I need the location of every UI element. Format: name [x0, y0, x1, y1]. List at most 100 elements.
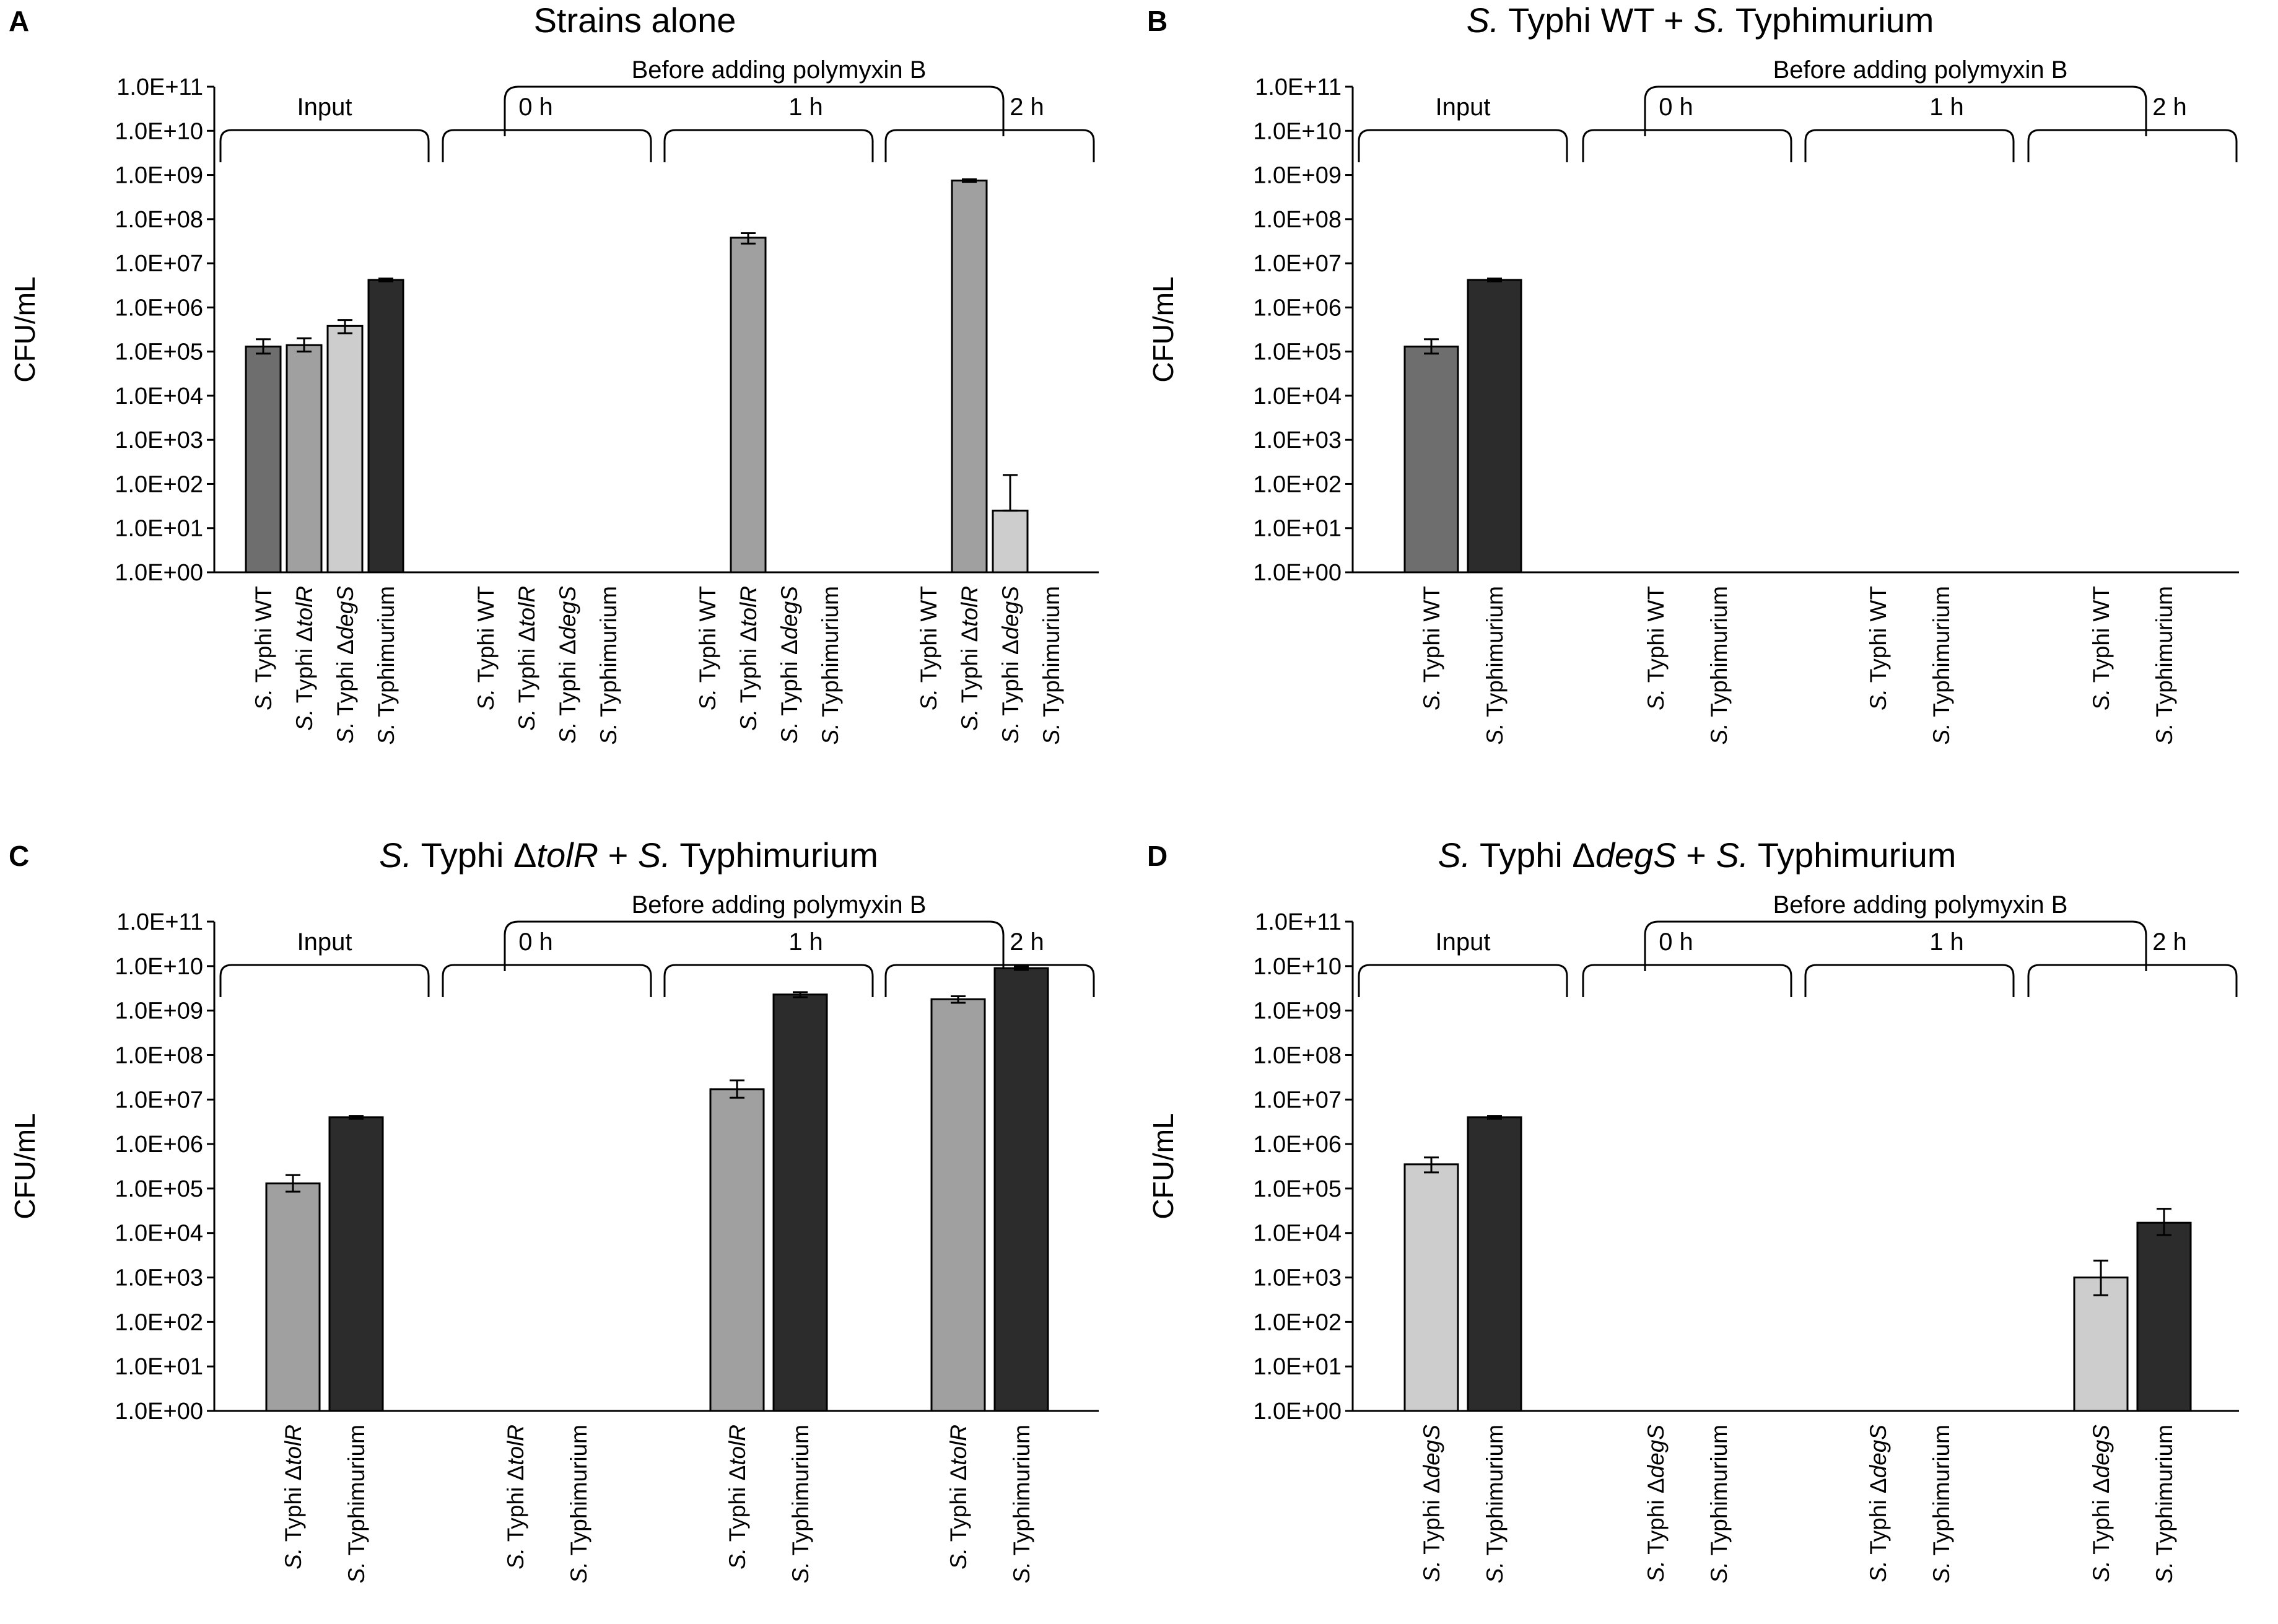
y-tick-label: 1.0E+10	[1253, 954, 1342, 980]
group-label: 0 h	[518, 928, 553, 956]
panel-letter: B	[1147, 5, 1167, 37]
y-tick-label: 1.0E+07	[1253, 1087, 1342, 1113]
x-tick-label: S. Typhi ΔdegS	[777, 586, 802, 744]
y-tick-label: 1.0E+08	[1253, 207, 1342, 233]
group-label: 2 h	[2152, 94, 2187, 121]
bar	[328, 1116, 384, 1412]
group-bracket	[2027, 129, 2238, 162]
group-label: 1 h	[1929, 94, 1964, 121]
group-bracket	[1804, 964, 2015, 997]
y-tick-label: 1.0E+06	[115, 1132, 203, 1158]
bar	[951, 179, 988, 574]
chart-title: S. Typhi WT + S. Typhimurium	[1467, 1, 1934, 40]
x-tick-label: S. Typhimurium	[1009, 1425, 1034, 1583]
x-tick-label: S. Typhi ΔtolR	[503, 1425, 528, 1569]
polymyxin-header-label: Before adding polymyxin B	[632, 891, 927, 919]
x-tick-label: S. Typhi WT	[1419, 586, 1444, 710]
y-axis-label: CFU/mL	[9, 1113, 41, 1219]
group-bracket	[1582, 964, 1792, 997]
bar	[993, 967, 1049, 1412]
y-tick-label: 1.0E+02	[1253, 1309, 1342, 1335]
y-tick-label: 1.0E+03	[1253, 1265, 1342, 1291]
y-tick-label: 1.0E+11	[116, 909, 203, 935]
bar	[286, 344, 323, 574]
y-tick-label: 1.0E+00	[1253, 560, 1342, 586]
group-bracket	[884, 964, 1095, 997]
x-tick-label: S. Typhi WT	[1643, 586, 1669, 710]
group-bracket	[1358, 964, 1568, 997]
chart-title: Strains alone	[534, 1, 736, 40]
y-tick-label: 1.0E+04	[1253, 383, 1342, 409]
x-tick-label: S. Typhi WT	[473, 586, 499, 710]
group-bracket	[1804, 129, 2015, 162]
x-tick-label: S. Typhimurium	[596, 586, 621, 744]
x-tick-label: S. Typhi ΔdegS	[998, 586, 1023, 744]
bar	[326, 325, 364, 574]
y-tick-label: 1.0E+09	[115, 998, 203, 1024]
group-label: 1 h	[788, 928, 823, 956]
group-bracket	[1358, 129, 1568, 162]
y-tick-label: 1.0E+07	[1253, 251, 1342, 277]
y-tick-label: 1.0E+08	[115, 1042, 203, 1068]
x-tick-label: S. Typhi ΔdegS	[1643, 1425, 1669, 1583]
y-tick-label: 1.0E+05	[1253, 1176, 1342, 1202]
group-bracket	[1582, 129, 1792, 162]
y-tick-label: 1.0E+08	[115, 207, 203, 233]
x-tick-label: S. Typhi WT	[1866, 586, 1891, 710]
x-tick-label: S. Typhi WT	[251, 586, 276, 710]
x-tick-label: S. Typhi ΔtolR	[292, 586, 317, 731]
group-label: Input	[1436, 94, 1491, 121]
group-bracket	[2027, 964, 2238, 997]
chart-panel-b: B S. Typhi WT + S. Typhimurium CFU/mL 1.0E+…	[1147, 1, 2239, 744]
y-tick-label: 1.0E+04	[115, 1221, 203, 1247]
y-tick-label: 1.0E+05	[115, 1176, 203, 1202]
bar	[1403, 346, 1459, 574]
polymyxin-header-bracket	[504, 85, 1005, 136]
y-tick-label: 1.0E+05	[115, 339, 203, 365]
group-bracket	[663, 964, 874, 997]
x-tick-label: S. Typhi ΔtolR	[281, 1425, 306, 1569]
y-tick-label: 1.0E+00	[1253, 1399, 1342, 1425]
x-tick-label: S. Typhimurium	[1929, 586, 1954, 744]
y-tick-label: 1.0E+08	[1253, 1042, 1342, 1068]
bar	[992, 509, 1029, 574]
x-tick-label: S. Typhi ΔtolR	[946, 1425, 971, 1569]
x-tick-label: S. Typhi ΔtolR	[957, 586, 982, 731]
group-bracket	[442, 964, 652, 997]
group-label: 1 h	[1929, 928, 1964, 956]
y-tick-label: 1.0E+00	[115, 560, 203, 586]
y-tick-label: 1.0E+07	[115, 1087, 203, 1113]
group-label: 0 h	[1659, 94, 1693, 121]
x-tick-label: S. Typhi WT	[695, 586, 720, 710]
y-tick-label: 1.0E+10	[1253, 118, 1342, 144]
x-tick-label: S. Typhi ΔtolR	[514, 586, 539, 731]
polymyxin-header-bracket	[504, 920, 1005, 971]
chart-panel-d: D S. Typhi ΔdegS + S. Typhimurium CFU/mL 1.…	[1147, 836, 2239, 1583]
y-tick-label: 1.0E+09	[1253, 998, 1342, 1024]
x-tick-label: S. Typhimurium	[1706, 1425, 1732, 1583]
group-bracket	[884, 129, 1095, 162]
chart-title: S. Typhi ΔtolR + S. Typhimurium	[379, 836, 878, 875]
bar	[730, 237, 767, 574]
x-tick-label: S. Typhi ΔdegS	[1419, 1425, 1444, 1583]
y-tick-label: 1.0E+02	[115, 1309, 203, 1335]
group-bracket	[663, 129, 874, 162]
y-tick-label: 1.0E+01	[1253, 1354, 1342, 1380]
group-label: 2 h	[1010, 94, 1044, 121]
x-tick-label: S. Typhi ΔdegS	[1866, 1425, 1891, 1583]
x-tick-label: S. Typhimurium	[1929, 1425, 1954, 1583]
x-tick-label: S. Typhimurium	[1482, 1425, 1508, 1583]
x-tick-label: S. Typhimurium	[2152, 586, 2177, 744]
x-tick-label: S. Typhi ΔtolR	[725, 1425, 750, 1569]
y-axis-label: CFU/mL	[1147, 276, 1179, 382]
group-label: Input	[297, 928, 352, 956]
bar	[772, 993, 828, 1412]
y-tick-label: 1.0E+06	[1253, 295, 1342, 321]
x-tick-label: S. Typhimurium	[1482, 586, 1508, 744]
y-tick-label: 1.0E+07	[115, 251, 203, 277]
y-tick-label: 1.0E+04	[115, 383, 203, 409]
bar	[367, 279, 404, 574]
polymyxin-header-label: Before adding polymyxin B	[632, 56, 927, 84]
group-label: 2 h	[2152, 928, 2187, 956]
y-tick-label: 1.0E+11	[1255, 74, 1342, 100]
